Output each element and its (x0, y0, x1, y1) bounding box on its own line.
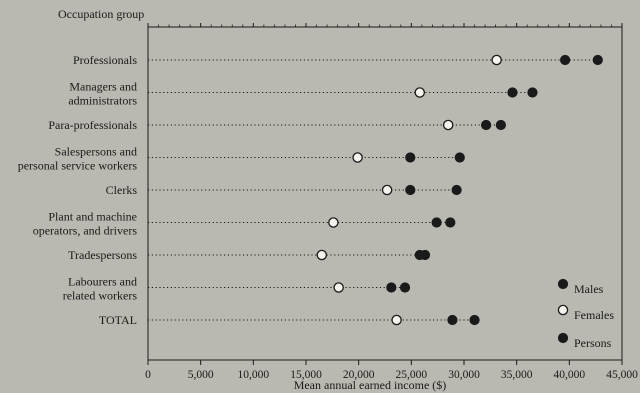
x-tick-label: 45,000 (606, 369, 638, 381)
category-label: Para-professionals (48, 118, 137, 132)
females-marker (381, 184, 393, 196)
category-label: Salespersons and (55, 145, 137, 159)
x-tick-label: 15,000 (290, 369, 322, 381)
category-label: administrators (68, 94, 137, 108)
category-label: Clerks (106, 183, 138, 197)
legend-marker-persons (557, 332, 569, 344)
x-axis-title: Mean annual earned income ($) (294, 378, 447, 392)
x-tick-label: 0 (145, 369, 151, 381)
persons-marker (481, 119, 492, 131)
females-marker (328, 217, 339, 228)
category-label: personal service workers (18, 159, 138, 173)
persons-marker (405, 184, 416, 196)
category-label: Labourers and (68, 275, 137, 289)
persons-marker (560, 54, 571, 66)
males-marker (399, 282, 411, 293)
females-marker (491, 54, 502, 66)
females-marker (333, 282, 344, 293)
females-marker (316, 249, 328, 261)
persons-marker (405, 152, 416, 163)
males-marker (454, 152, 465, 163)
x-tick-label: 5,000 (188, 369, 214, 381)
legend-label-persons: Persons (574, 336, 612, 350)
category-label: operators, and drivers (33, 224, 138, 238)
legend-label-males: Males (574, 282, 604, 296)
males-marker (527, 87, 538, 98)
persons-marker (386, 282, 397, 293)
x-tick-label: 30,000 (448, 369, 480, 381)
category-label: Plant and machine (48, 210, 137, 224)
persons-marker (447, 314, 458, 326)
category-label: TOTAL (99, 313, 137, 327)
females-marker (391, 314, 402, 326)
males-marker (445, 217, 456, 228)
legend-marker-females (557, 304, 569, 316)
males-marker (495, 119, 506, 131)
legend-label-females: Females (574, 308, 614, 322)
plot-frame (147, 26, 623, 361)
category-label: related workers (63, 289, 138, 303)
legend-marker-males (557, 278, 569, 290)
persons-marker (507, 87, 518, 98)
persons-marker (414, 249, 425, 261)
males-marker (469, 314, 480, 326)
females-marker (414, 87, 426, 98)
females-marker (442, 119, 454, 131)
males-marker (592, 54, 603, 66)
persons-marker (431, 217, 442, 228)
x-tick-label: 10,000 (238, 369, 270, 381)
x-tick-label: 40,000 (554, 369, 586, 381)
category-label: Tradespersons (68, 248, 137, 262)
category-label: Managers and (69, 80, 137, 94)
x-tick-label: 35,000 (501, 369, 533, 381)
x-tick-label: 25,000 (396, 369, 428, 381)
group-axis-title: Occupation group (58, 7, 144, 21)
females-marker (352, 152, 363, 163)
x-tick-label: 20,000 (343, 369, 375, 381)
males-marker (451, 184, 462, 196)
category-label: Professionals (73, 53, 137, 67)
